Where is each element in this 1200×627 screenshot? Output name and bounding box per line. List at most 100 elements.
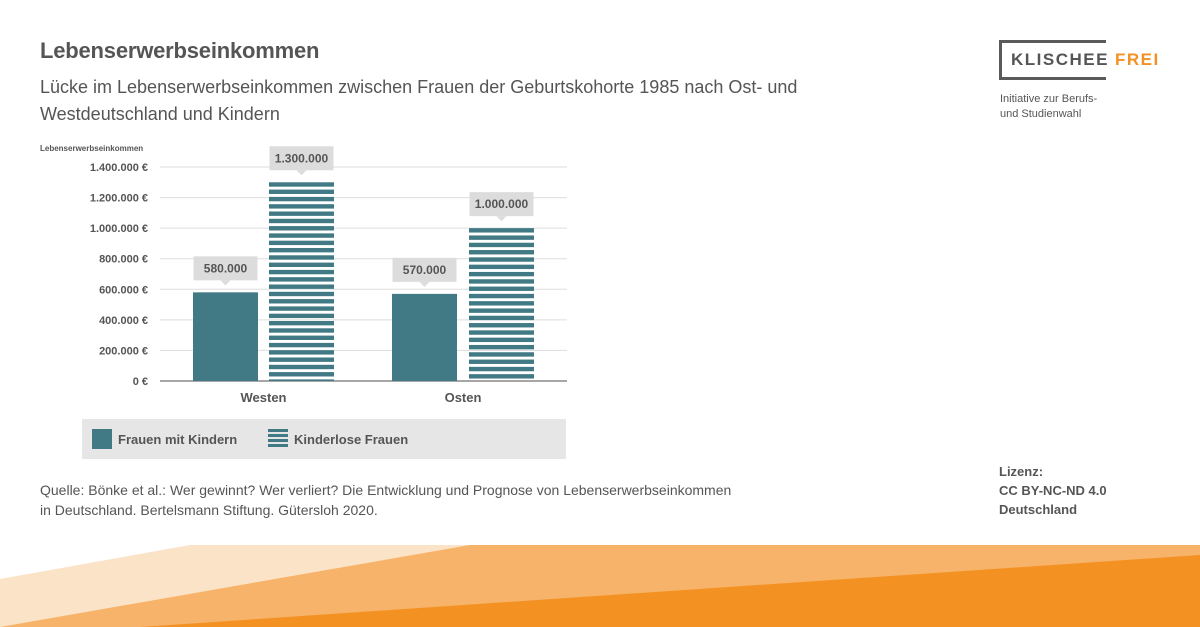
bar-stripe (469, 366, 534, 372)
x-category-label: Osten (445, 390, 482, 405)
logo-tagline-line1: Initiative zur Berufs- (1000, 93, 1098, 105)
bar-stripe (269, 379, 334, 381)
source-line2: in Deutschland. Bertelsmann Stiftung. Gü… (40, 502, 378, 518)
bar-osten-kinderlose-frauen (469, 228, 534, 379)
source-line1: Quelle: Bönke et al.: Wer gewinnt? Wer v… (40, 482, 732, 498)
bar-stripe (269, 342, 334, 348)
bar-stripe (469, 257, 534, 262)
bar-stripe (469, 308, 534, 313)
bar-stripe (269, 255, 334, 260)
logo-word-accent: FREI (1114, 50, 1160, 69)
bar-stripe (469, 323, 534, 328)
y-tick-label: 0 € (133, 376, 148, 388)
bar-stripe (469, 293, 534, 299)
bar-westen-frauen-mit-kindern (193, 292, 258, 381)
license-label: Lizenz: (999, 464, 1044, 479)
legend-swatch-striped (268, 429, 288, 449)
data-label-pointer (419, 281, 430, 287)
y-tick-label: 200.000 € (99, 345, 148, 357)
legend-swatch-solid (92, 429, 112, 449)
y-tick-label: 1.000.000 € (90, 223, 148, 235)
bar-stripe (269, 320, 334, 326)
legend-item-frauen-mit-kindern: Frauen mit Kindern (92, 419, 237, 459)
logo-frame (999, 40, 1106, 80)
bar-stripe (269, 364, 334, 370)
bar-stripe (269, 277, 334, 282)
footer-decoration (0, 545, 1200, 627)
legend-label: Frauen mit Kindern (118, 431, 238, 447)
bar-stripe (469, 344, 534, 350)
license-block: Lizenz: CC BY-NC-ND 4.0 Deutschland (999, 462, 1107, 519)
bar-stripe (469, 286, 534, 291)
bar-stripe (469, 242, 534, 248)
bar-stripe (269, 313, 334, 319)
y-tick-label: 800.000 € (99, 254, 148, 266)
data-label: 570.000 (403, 263, 447, 277)
bar-stripe (269, 299, 334, 304)
bar-stripe (469, 279, 534, 284)
bar-chart: Lebenserwerbseinkommen 0 € 200.000 € 400.00… (40, 144, 567, 405)
bar-stripe (469, 228, 534, 233)
source-note: Quelle: Bönke et al.: Wer gewinnt? Wer v… (40, 480, 800, 520)
bar-stripe (269, 233, 334, 238)
logo-tagline-line2: und Studienwahl (1000, 108, 1082, 120)
bar-stripe (269, 240, 334, 246)
bar-stripe (269, 291, 334, 297)
bar-westen-kinderlose-frauen (269, 182, 334, 381)
bar-stripe (269, 284, 334, 289)
bar-stripe (269, 182, 334, 187)
bar-stripe (269, 357, 334, 362)
data-label: 580.000 (204, 261, 248, 275)
logo-tagline: Initiative zur Berufs- und Studienwahl (1000, 92, 1140, 122)
bar-stripe (469, 359, 534, 364)
data-label-box (469, 192, 534, 217)
legend-item-kinderlose-frauen: Kinderlose Frauen (268, 419, 408, 459)
chart-legend: Frauen mit Kindern Kinderlose Frauen (82, 419, 566, 459)
bar-stripe (269, 328, 334, 333)
data-label-pointer (296, 170, 307, 176)
bar-stripe (269, 204, 334, 209)
bar-stripe (269, 350, 334, 355)
data-label-box (193, 256, 258, 281)
license-line2: Deutschland (999, 502, 1078, 517)
x-category-label: Westen (241, 390, 287, 405)
data-label-box (269, 146, 334, 171)
bar-stripe (269, 189, 334, 194)
page-title: Lebenserwerbseinkommen (40, 38, 320, 63)
bar-stripe (469, 315, 534, 321)
bar-stripe (269, 335, 334, 340)
footer-band-dark (140, 555, 1200, 627)
bar-stripe (469, 301, 534, 306)
y-tick-label: 400.000 € (99, 315, 148, 327)
bar-osten-frauen-mit-kindern (392, 293, 457, 381)
data-label: 1.300.000 (275, 151, 329, 165)
license-line1: CC BY-NC-ND 4.0 (999, 483, 1107, 498)
bar-stripe (469, 330, 534, 335)
bar-stripe (469, 374, 534, 379)
data-label-box (392, 257, 457, 282)
bar-stripe (269, 218, 334, 224)
bar-stripe (469, 235, 534, 240)
bar-stripe (269, 211, 334, 216)
legend-label: Kinderlose Frauen (294, 431, 409, 447)
bar-stripe (469, 250, 534, 255)
bar-stripe (269, 306, 334, 311)
data-label-pointer (496, 216, 507, 222)
chart: Lebenserwerbseinkommen 0 € 200.000 € 400.00… (30, 140, 590, 415)
bar-stripe (469, 264, 534, 270)
y-tick-label: 1.200.000 € (90, 193, 148, 205)
page-subtitle: Lücke im Lebenserwerbseinkommen zwischen… (40, 77, 798, 124)
bar-stripe (469, 271, 534, 277)
y-tick-label: 1.400.000 € (90, 162, 148, 174)
bar-stripe (269, 269, 334, 275)
data-label: 1.000.000 (475, 197, 529, 211)
bar-stripe (269, 372, 334, 377)
data-label-pointer (220, 280, 231, 286)
logo-wordmark: KLISCHEE FREI (1011, 50, 1160, 70)
y-tick-label: 600.000 € (99, 284, 148, 296)
y-axis-label: Lebenserwerbseinkommen (40, 144, 143, 153)
bar-stripe (469, 352, 534, 357)
bar-stripe (269, 226, 334, 231)
bar-stripe (269, 196, 334, 202)
bar-stripe (469, 337, 534, 343)
